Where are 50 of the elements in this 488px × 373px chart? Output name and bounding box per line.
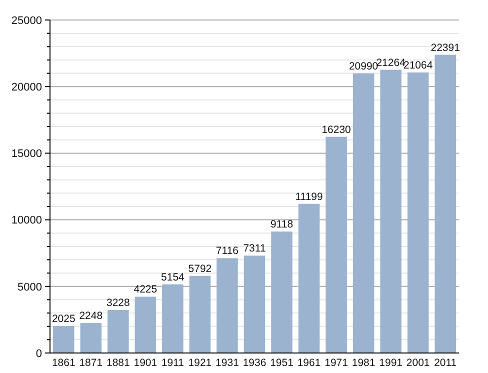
data-label: 3228	[106, 297, 130, 310]
data-label: 22391	[430, 42, 460, 54]
data-label: 21064	[404, 59, 433, 72]
bar	[434, 54, 456, 353]
x-tick-label: 1981	[352, 357, 376, 369]
x-tick-label: 1871	[79, 357, 103, 369]
y-tick-label: 15000	[11, 148, 42, 160]
data-label: 5154	[161, 271, 185, 284]
bar	[244, 256, 266, 353]
x-tick-label: 1881	[106, 357, 130, 369]
bar	[53, 326, 74, 353]
bar	[134, 296, 156, 353]
bar	[271, 232, 292, 353]
x-tick-label: 2001	[406, 357, 430, 369]
data-label: 20990	[348, 60, 378, 72]
x-tick-label: 1936	[242, 357, 266, 369]
y-tick-label: 0	[36, 348, 42, 360]
data-label: 9118	[270, 218, 294, 231]
data-label: 5792	[188, 262, 212, 275]
data-label: 2025	[52, 313, 76, 326]
bar	[407, 72, 429, 353]
y-tick-label: 5000	[18, 281, 42, 294]
x-tick-label: 1961	[297, 357, 321, 369]
bar	[298, 204, 320, 353]
y-tick-label: 20000	[11, 81, 42, 94]
x-tick-label: 1861	[52, 357, 76, 369]
x-tick-label: 1931	[216, 357, 240, 369]
data-label: 11199	[295, 190, 324, 203]
x-tick-label: 1951	[270, 357, 294, 369]
bar	[108, 310, 129, 353]
data-label: 7116	[216, 245, 239, 258]
x-tick-label: 1921	[188, 357, 212, 369]
bar	[80, 323, 102, 353]
bar	[352, 73, 374, 353]
y-tick-label: 10000	[11, 214, 42, 227]
data-label: 16230	[322, 124, 352, 136]
x-tick-label: 1991	[379, 357, 403, 369]
data-label: 2248	[79, 310, 103, 322]
bar	[380, 70, 402, 353]
data-label: 7311	[243, 242, 266, 255]
data-label: 4225	[134, 284, 158, 296]
bar	[326, 136, 347, 353]
bar	[189, 276, 211, 353]
x-tick-label: 1971	[324, 357, 348, 369]
bar	[216, 258, 238, 353]
y-tick-label: 25000	[11, 14, 42, 27]
x-tick-label: 2011	[434, 357, 457, 369]
bar	[162, 284, 184, 353]
x-tick-label: 1911	[161, 357, 184, 369]
x-tick-label: 1901	[134, 357, 158, 369]
